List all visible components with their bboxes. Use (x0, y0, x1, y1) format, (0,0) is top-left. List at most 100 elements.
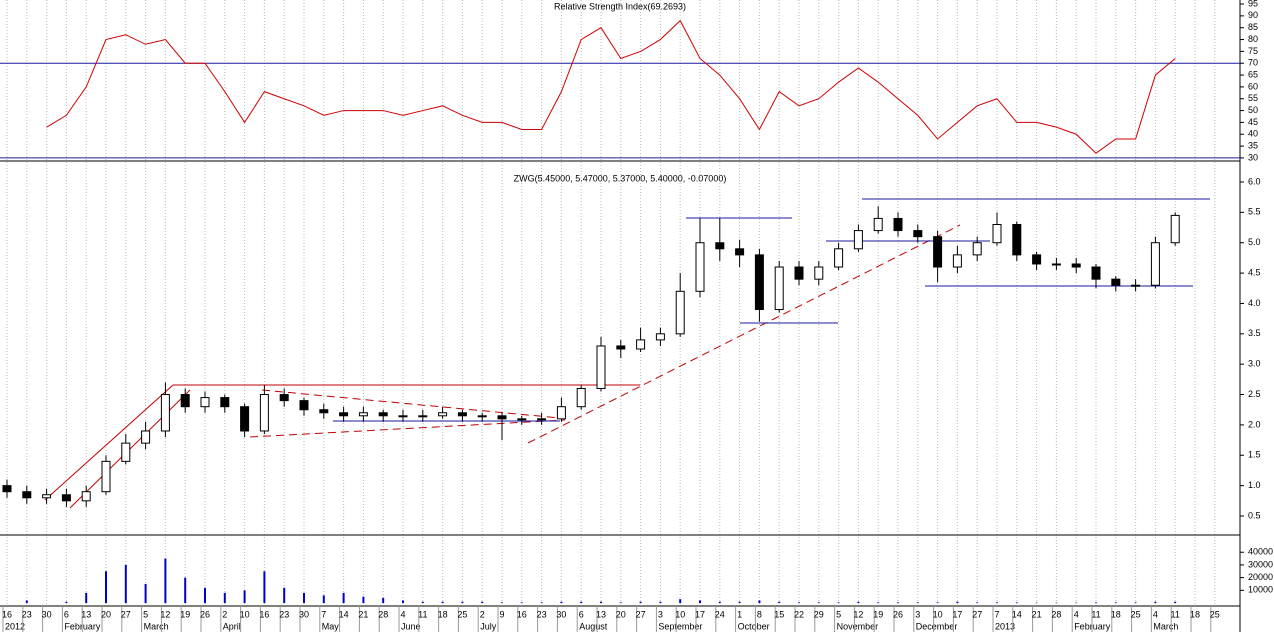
x-tick-label: 27 (121, 609, 131, 619)
y-tick-label: 55 (1248, 93, 1258, 103)
candle-body (814, 266, 824, 280)
candle-body (695, 242, 705, 292)
y-tick-label: 1.5 (1248, 450, 1261, 460)
volume-bar (402, 600, 404, 603)
x-tick-label: 3 (658, 609, 663, 619)
y-tick-label: 40 (1248, 129, 1258, 139)
candle-body (1051, 263, 1061, 266)
candle-body (715, 242, 725, 250)
volume-bar (382, 597, 385, 603)
x-tick-label: 7 (994, 609, 999, 619)
month-label: March (144, 621, 169, 631)
candle-body (933, 236, 943, 268)
x-tick-label: 4 (400, 609, 405, 619)
month-label: March (1153, 621, 1178, 631)
month-label: 2013 (995, 621, 1015, 631)
candle-body (576, 387, 586, 408)
volume-bar (1134, 602, 1137, 603)
y-tick-label: 95 (1248, 0, 1258, 8)
y-tick-label: 6.0 (1248, 176, 1261, 186)
volume-bar (243, 590, 246, 603)
candle-body (1032, 254, 1042, 265)
month-label: August (579, 621, 608, 631)
x-tick-label: 19 (873, 609, 883, 619)
candle-body (358, 412, 368, 417)
candle-body (180, 394, 190, 408)
x-tick-label: 12 (160, 609, 170, 619)
x-tick-label: 19 (180, 609, 190, 619)
volume-bar (718, 601, 721, 603)
volume-bar (639, 601, 642, 603)
y-tick-label: 30 (1248, 152, 1258, 162)
volume-bar (600, 601, 602, 603)
x-tick-label: 30 (299, 609, 309, 619)
candle-body (200, 397, 210, 408)
x-tick-label: 20 (616, 609, 626, 619)
y-tick-label: 40000 (1248, 547, 1273, 557)
candle-body (873, 217, 883, 232)
candle-body (735, 248, 745, 256)
volume-bar (857, 601, 860, 603)
candle-body (853, 230, 863, 250)
x-tick-label: 8 (757, 609, 762, 619)
volume-bar (619, 602, 622, 603)
volume-bar (1174, 601, 1177, 603)
x-tick-label: 27 (972, 609, 982, 619)
volume-bar (738, 601, 741, 603)
candle-body (477, 415, 487, 418)
x-tick-label: 14 (1012, 609, 1022, 619)
trend-line (44, 384, 174, 501)
y-tick-label: 2.5 (1248, 389, 1261, 399)
candle-body (497, 415, 507, 420)
volume-bar (699, 600, 701, 603)
candle-body (774, 266, 784, 311)
candle-body (141, 430, 151, 444)
x-tick-label: 13 (596, 609, 606, 619)
candle-body (636, 339, 646, 350)
x-tick-label: 26 (200, 609, 210, 619)
x-tick-label: 20 (101, 609, 111, 619)
y-tick-label: 20000 (1248, 572, 1273, 582)
x-tick-label: 26 (893, 609, 903, 619)
x-tick-label: 30 (556, 609, 566, 619)
candle-body (319, 409, 329, 414)
x-tick-label: 29 (814, 609, 824, 619)
y-tick-label: 75 (1248, 46, 1258, 56)
volume-bar (105, 571, 107, 603)
candle-body (1012, 224, 1022, 256)
y-tick-label: 45 (1248, 117, 1258, 127)
volume-bar (501, 602, 503, 603)
candle-body (952, 254, 962, 268)
candle-body (616, 345, 626, 350)
x-tick-label: 17 (952, 609, 962, 619)
x-tick-label: 10 (675, 609, 685, 619)
volume-bar (817, 602, 820, 603)
volume-bar (520, 602, 523, 603)
candle-body (834, 248, 844, 268)
volume-bar (164, 558, 167, 603)
volume-bar (877, 602, 880, 603)
volume-bar (481, 601, 484, 603)
candle-body (259, 394, 269, 432)
x-tick-label: 4 (1074, 609, 1079, 619)
x-tick-label: 15 (774, 609, 784, 619)
x-tick-label: 28 (378, 609, 388, 619)
candle-body (457, 412, 467, 417)
x-tick-label: 11 (418, 609, 427, 619)
month-label: September (658, 621, 702, 631)
volume-bar (263, 571, 266, 603)
volume-bar (342, 592, 345, 603)
volume-bar (540, 602, 543, 603)
x-tick-label: 21 (358, 609, 368, 619)
y-tick-label: 35 (1248, 140, 1258, 150)
volume-bar (560, 601, 563, 603)
candle-body (1170, 214, 1180, 244)
candle-body (61, 494, 71, 502)
y-tick-label: 4.5 (1248, 267, 1261, 277)
y-tick-label: 1.0 (1248, 480, 1261, 490)
month-label: June (401, 621, 421, 631)
x-tick-label: 16 (259, 609, 269, 619)
rsi-line (46, 19, 1176, 154)
candle-body (22, 491, 32, 499)
